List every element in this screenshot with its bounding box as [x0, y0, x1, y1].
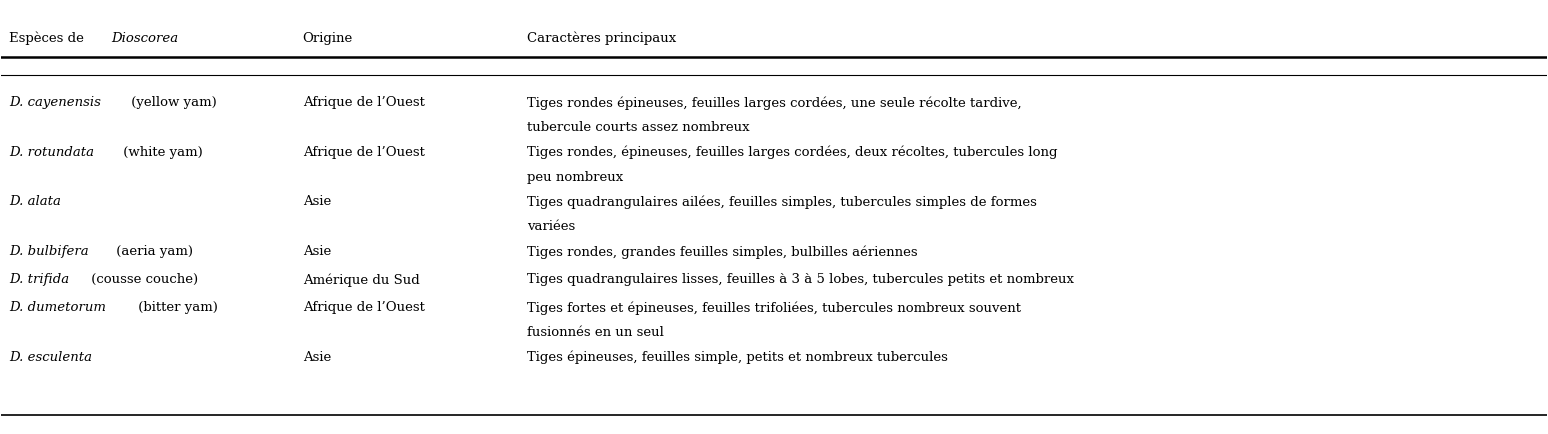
Text: peu nombreux: peu nombreux [526, 171, 622, 184]
Text: D. esculenta: D. esculenta [9, 351, 93, 364]
Text: D. rotundata: D. rotundata [9, 146, 94, 159]
Text: (cousse couche): (cousse couche) [87, 273, 198, 286]
Text: (aeria yam): (aeria yam) [111, 245, 192, 258]
Text: (bitter yam): (bitter yam) [135, 301, 218, 314]
Text: (yellow yam): (yellow yam) [127, 96, 217, 109]
Text: Afrique de l’Ouest: Afrique de l’Ouest [303, 146, 424, 159]
Text: (white yam): (white yam) [119, 146, 203, 159]
Text: Tiges rondes épineuses, feuilles larges cordées, une seule récolte tardive,: Tiges rondes épineuses, feuilles larges … [526, 96, 1022, 110]
Text: Dioscorea: Dioscorea [111, 32, 178, 45]
Text: Caractères principaux: Caractères principaux [526, 32, 676, 45]
Text: Afrique de l’Ouest: Afrique de l’Ouest [303, 96, 424, 109]
Text: Espèces de: Espèces de [9, 32, 88, 45]
Text: Asie: Asie [303, 195, 331, 208]
Text: Tiges épineuses, feuilles simple, petits et nombreux tubercules: Tiges épineuses, feuilles simple, petits… [526, 351, 947, 364]
Text: Afrique de l’Ouest: Afrique de l’Ouest [303, 301, 424, 314]
Text: Tiges quadrangulaires lisses, feuilles à 3 à 5 lobes, tubercules petits et nombr: Tiges quadrangulaires lisses, feuilles à… [526, 273, 1074, 286]
Text: tubercule courts assez nombreux: tubercule courts assez nombreux [526, 121, 749, 134]
Text: Tiges rondes, épineuses, feuilles larges cordées, deux récoltes, tubercules long: Tiges rondes, épineuses, feuilles larges… [526, 146, 1057, 159]
Text: D. bulbifera: D. bulbifera [9, 245, 88, 258]
Text: Asie: Asie [303, 351, 331, 364]
Text: D. alata: D. alata [9, 195, 60, 208]
Text: Origine: Origine [303, 32, 353, 45]
Text: Tiges fortes et épineuses, feuilles trifoliées, tubercules nombreux souvent: Tiges fortes et épineuses, feuilles trif… [526, 301, 1020, 315]
Text: D. cayenensis: D. cayenensis [9, 96, 101, 109]
Text: D. trifida: D. trifida [9, 273, 70, 286]
Text: fusionnés en un seul: fusionnés en un seul [526, 326, 664, 339]
Text: Asie: Asie [303, 245, 331, 258]
Text: Amérique du Sud: Amérique du Sud [303, 273, 420, 286]
Text: variées: variées [526, 220, 574, 233]
Text: D. dumetorum: D. dumetorum [9, 301, 107, 314]
Text: Tiges quadrangulaires ailées, feuilles simples, tubercules simples de formes: Tiges quadrangulaires ailées, feuilles s… [526, 195, 1037, 209]
Text: Tiges rondes, grandes feuilles simples, bulbilles aériennes: Tiges rondes, grandes feuilles simples, … [526, 245, 918, 259]
